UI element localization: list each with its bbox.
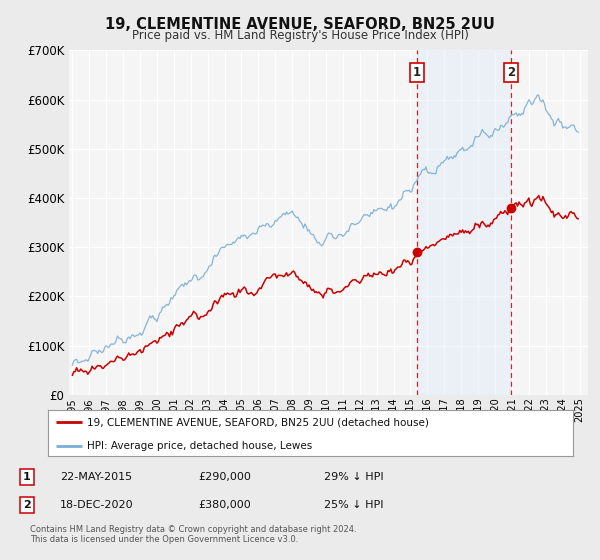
- Text: Contains HM Land Registry data © Crown copyright and database right 2024.: Contains HM Land Registry data © Crown c…: [30, 525, 356, 534]
- Text: 19, CLEMENTINE AVENUE, SEAFORD, BN25 2UU (detached house): 19, CLEMENTINE AVENUE, SEAFORD, BN25 2UU…: [88, 417, 429, 427]
- Text: 2: 2: [23, 500, 31, 510]
- Text: 1: 1: [413, 66, 421, 79]
- Text: Price paid vs. HM Land Registry's House Price Index (HPI): Price paid vs. HM Land Registry's House …: [131, 29, 469, 42]
- Text: 18-DEC-2020: 18-DEC-2020: [60, 500, 134, 510]
- Text: HPI: Average price, detached house, Lewes: HPI: Average price, detached house, Lewe…: [88, 441, 313, 451]
- Bar: [417, 50, 511, 395]
- Text: £380,000: £380,000: [198, 500, 251, 510]
- Text: 1: 1: [23, 472, 31, 482]
- Text: £290,000: £290,000: [198, 472, 251, 482]
- Text: 19, CLEMENTINE AVENUE, SEAFORD, BN25 2UU: 19, CLEMENTINE AVENUE, SEAFORD, BN25 2UU: [105, 17, 495, 32]
- Text: 29% ↓ HPI: 29% ↓ HPI: [324, 472, 383, 482]
- Text: 25% ↓ HPI: 25% ↓ HPI: [324, 500, 383, 510]
- Text: This data is licensed under the Open Government Licence v3.0.: This data is licensed under the Open Gov…: [30, 535, 298, 544]
- Text: 2: 2: [508, 66, 515, 79]
- Text: 22-MAY-2015: 22-MAY-2015: [60, 472, 132, 482]
